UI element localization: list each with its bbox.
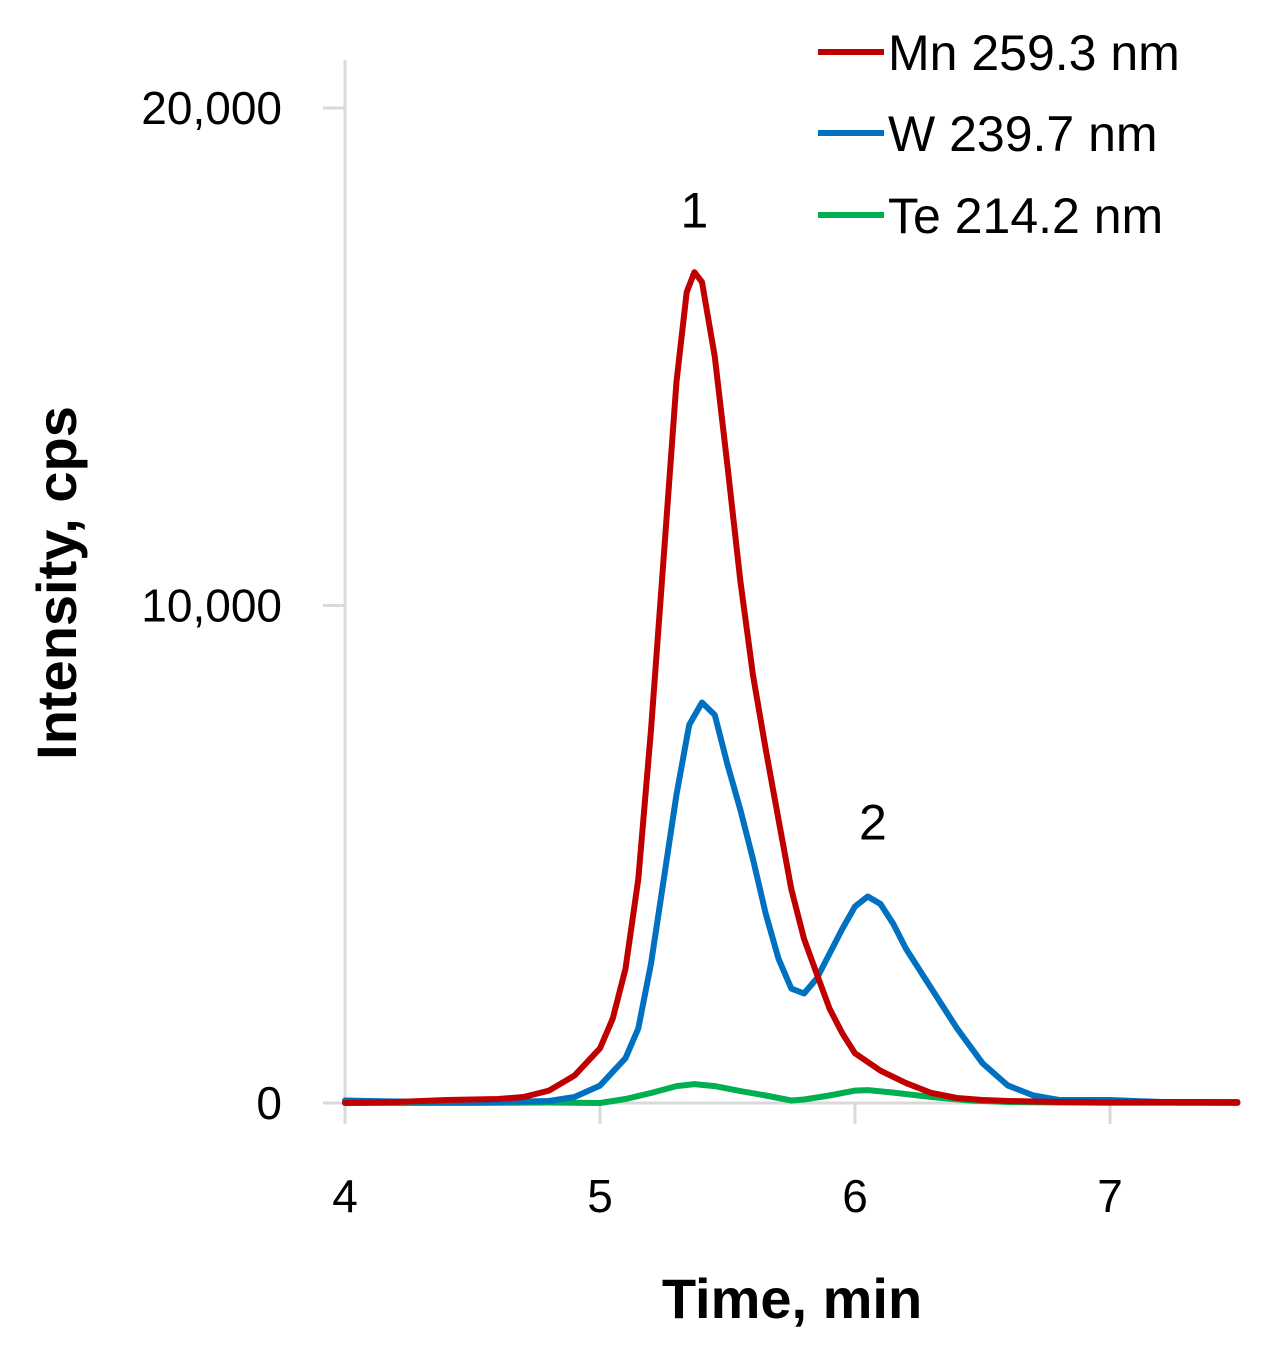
peak-label-2: 2 <box>859 794 887 850</box>
y-tick-label: 0 <box>256 1077 282 1129</box>
peak-annotations: 12 <box>680 182 886 850</box>
legend-label-mn: Mn 259.3 nm <box>888 25 1180 81</box>
peak-label-1: 1 <box>680 182 708 238</box>
x-axis-ticks: 4 5 6 7 <box>332 1103 1123 1222</box>
y-tick-label: 20,000 <box>141 82 282 134</box>
y-axis-ticks: 0 10,000 20,000 <box>141 82 345 1129</box>
legend-label-te: Te 214.2 nm <box>888 188 1163 244</box>
y-axis-title: Intensity, cps <box>25 406 88 760</box>
x-tick-label: 7 <box>1097 1170 1123 1222</box>
x-tick-label: 5 <box>587 1170 613 1222</box>
legend-label-w: W 239.7 nm <box>888 106 1158 162</box>
series-line-w <box>342 699 1241 1105</box>
y-tick-label: 10,000 <box>141 580 282 632</box>
series-layer <box>342 269 1241 1106</box>
x-tick-label: 6 <box>842 1170 868 1222</box>
legend: Mn 259.3 nm W 239.7 nm Te 214.2 nm <box>818 25 1180 244</box>
series-line-mn <box>342 269 1241 1106</box>
x-tick-label: 4 <box>332 1170 358 1222</box>
x-axis-title: Time, min <box>662 1267 922 1330</box>
